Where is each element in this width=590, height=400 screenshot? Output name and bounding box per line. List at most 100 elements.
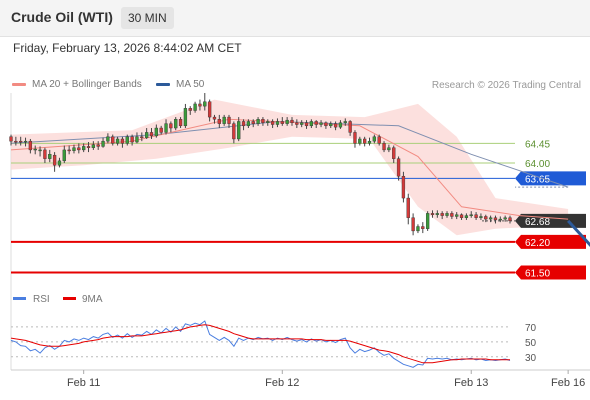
candle-body: [203, 101, 207, 107]
last-price-tag: [515, 213, 586, 228]
candle-body: [96, 144, 100, 147]
candle-body: [130, 136, 134, 143]
legend-ma20-label: MA 20 + Bollinger Bands: [32, 79, 142, 90]
copyright: Research © 2026 Trading Central: [431, 80, 581, 91]
candle-body: [140, 136, 144, 138]
candle-body: [367, 140, 372, 144]
candle-body: [333, 123, 338, 128]
candle-body: [227, 116, 231, 124]
rsi-tick-50: 50: [525, 338, 537, 349]
support-tag-62-20: [515, 234, 586, 249]
candle-body: [91, 144, 96, 148]
candle-body: [396, 158, 401, 177]
interval-badge[interactable]: 30 MIN: [121, 7, 174, 29]
candle-body: [338, 122, 343, 128]
candle-body: [314, 121, 318, 125]
last-price-label: 62.68: [525, 217, 550, 228]
support-tag-61-50: [515, 265, 586, 280]
support-label-62-20: 62.20: [525, 238, 550, 249]
projection-arrow: [567, 219, 590, 248]
candle-body: [358, 138, 362, 144]
candle-body: [135, 136, 139, 143]
candle-body: [304, 122, 309, 127]
candle-body: [57, 160, 62, 166]
candle-body: [425, 213, 430, 229]
candle-body: [319, 122, 323, 125]
candle-body: [270, 121, 275, 125]
legend-ma50: MA 50: [156, 79, 204, 90]
level-label-64-00: 64.00: [525, 159, 550, 170]
candle-body: [101, 140, 105, 147]
candle-body: [77, 147, 81, 151]
candle-body: [387, 147, 391, 151]
pivot-label: 63.65: [525, 174, 550, 185]
candle-body: [43, 149, 47, 159]
candle-body: [508, 217, 512, 222]
candle-body: [52, 154, 57, 166]
candle-body: [241, 121, 246, 127]
candle-body: [324, 122, 328, 127]
candle-body: [178, 119, 183, 127]
x-tick-label: Feb 12: [265, 377, 299, 389]
candle-body: [455, 214, 459, 217]
candle-body: [144, 132, 149, 138]
candle-body: [86, 146, 91, 148]
candle-body: [372, 136, 377, 142]
candle-body: [348, 121, 352, 133]
candle-body: [275, 121, 280, 125]
candle-body: [207, 101, 212, 118]
ma9-legend-swatch: [63, 297, 76, 300]
candle-body: [237, 121, 241, 140]
candle-body: [474, 214, 478, 218]
candle-body: [503, 217, 507, 220]
candle-body: [217, 119, 221, 124]
candle-body: [353, 132, 357, 144]
candle-body: [401, 175, 406, 199]
candle-body: [169, 123, 173, 129]
candle-body: [377, 136, 381, 144]
candle-body: [115, 138, 120, 144]
candle-body: [106, 136, 110, 142]
instrument-title: Crude Oil (WTI): [11, 9, 113, 25]
bollinger-band: [11, 99, 569, 236]
candle-body: [19, 140, 23, 143]
candle-body: [232, 123, 236, 140]
candle-body: [164, 123, 168, 133]
candle-body: [266, 121, 270, 123]
candle-body: [416, 226, 420, 232]
candle-body: [406, 197, 410, 218]
candle-body: [159, 127, 163, 133]
rsi-legend-label: RSI: [33, 294, 50, 305]
timestamp: Friday, February 13, 2026 8:44:02 AM CET: [13, 41, 242, 55]
candle-body: [430, 213, 435, 215]
candle-body: [9, 136, 13, 142]
candle-body: [120, 138, 125, 144]
x-tick-label: Feb 16: [551, 377, 585, 389]
candle-body: [498, 218, 502, 221]
candle-body: [421, 226, 425, 229]
candle-body: [280, 121, 284, 124]
candle-body: [290, 119, 294, 123]
candle-body: [450, 213, 454, 217]
candle-body: [445, 213, 449, 216]
candle-body: [251, 121, 255, 124]
header-bar: Crude Oil (WTI) 30 MIN: [0, 0, 590, 37]
candle-body: [285, 119, 289, 124]
ma20-swatch: [12, 83, 26, 86]
support-label-61-50: 61.50: [525, 268, 550, 279]
candle-body: [464, 215, 469, 218]
candle-body: [435, 213, 439, 215]
candle-body: [295, 122, 299, 125]
ma50-swatch: [156, 83, 170, 86]
legend-ma20: MA 20 + Bollinger Bands: [12, 79, 142, 90]
candle-body: [493, 217, 498, 221]
candle-body: [188, 108, 192, 111]
candle-body: [440, 213, 444, 216]
x-tick-label: Feb 13: [454, 377, 488, 389]
candle-body: [222, 116, 226, 124]
candle-body: [28, 140, 33, 151]
candle-body: [125, 136, 129, 144]
candle-body: [261, 119, 265, 123]
candle-body: [149, 132, 154, 137]
candle-body: [183, 108, 188, 127]
